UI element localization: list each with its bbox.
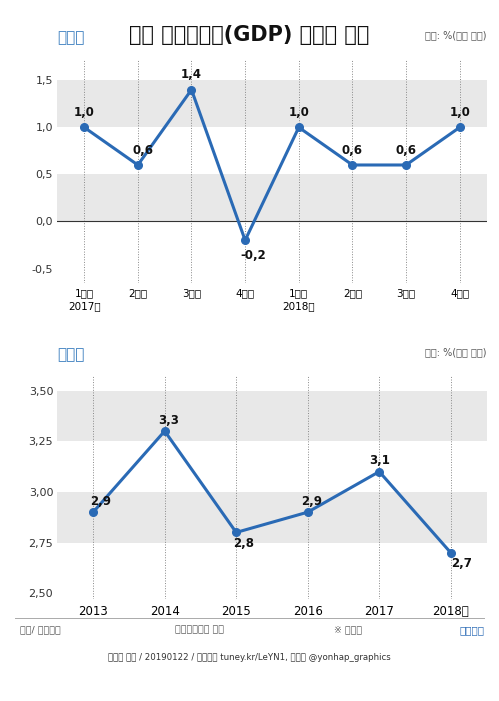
Bar <box>57 390 487 441</box>
Text: 단위: %(전년 대비): 단위: %(전년 대비) <box>425 347 487 358</box>
Bar <box>57 376 487 390</box>
Text: 0,6: 0,6 <box>342 144 363 156</box>
Bar <box>57 128 487 175</box>
Text: 2,7: 2,7 <box>451 557 472 570</box>
Text: 2,8: 2,8 <box>233 537 254 550</box>
Text: 2,9: 2,9 <box>90 495 111 508</box>
Text: 1,4: 1,4 <box>181 68 202 81</box>
Text: 계절조정계열 기준: 계절조정계열 기준 <box>175 625 224 634</box>
Text: 2,9: 2,9 <box>301 495 322 508</box>
Text: 실질 국민총생산(GDP) 증감률 추이: 실질 국민총생산(GDP) 증감률 추이 <box>129 25 370 45</box>
Bar <box>57 543 487 593</box>
Text: 연합뉴스: 연합뉴스 <box>459 625 484 635</box>
Text: 1,0: 1,0 <box>288 106 309 119</box>
Text: 1,0: 1,0 <box>74 106 95 119</box>
Bar <box>57 492 487 543</box>
Text: 김토일 기자 / 20190122 / 페이스북 tuney.kr/LeYN1, 트위터 @yonhap_graphics: 김토일 기자 / 20190122 / 페이스북 tuney.kr/LeYN1,… <box>108 653 391 662</box>
Text: 3,1: 3,1 <box>369 454 390 467</box>
Text: 0,6: 0,6 <box>396 144 417 156</box>
Text: 연도별: 연도별 <box>57 347 85 362</box>
Text: 단위: %(전기 대비): 단위: %(전기 대비) <box>425 31 487 41</box>
Text: 0,6: 0,6 <box>133 144 154 156</box>
Bar <box>57 222 487 268</box>
Bar <box>57 60 487 81</box>
Text: 1,0: 1,0 <box>449 106 470 119</box>
Text: 분기별: 분기별 <box>57 31 85 46</box>
Text: ※ 잠정치: ※ 잠정치 <box>334 625 362 634</box>
Bar <box>57 268 487 283</box>
Bar <box>57 175 487 222</box>
Text: 3,3: 3,3 <box>158 414 179 427</box>
Bar <box>57 441 487 492</box>
Text: 자료/ 한국은행: 자료/ 한국은행 <box>20 625 61 634</box>
Text: -0,2: -0,2 <box>241 249 266 261</box>
Bar <box>57 81 487 128</box>
Bar <box>57 593 487 599</box>
